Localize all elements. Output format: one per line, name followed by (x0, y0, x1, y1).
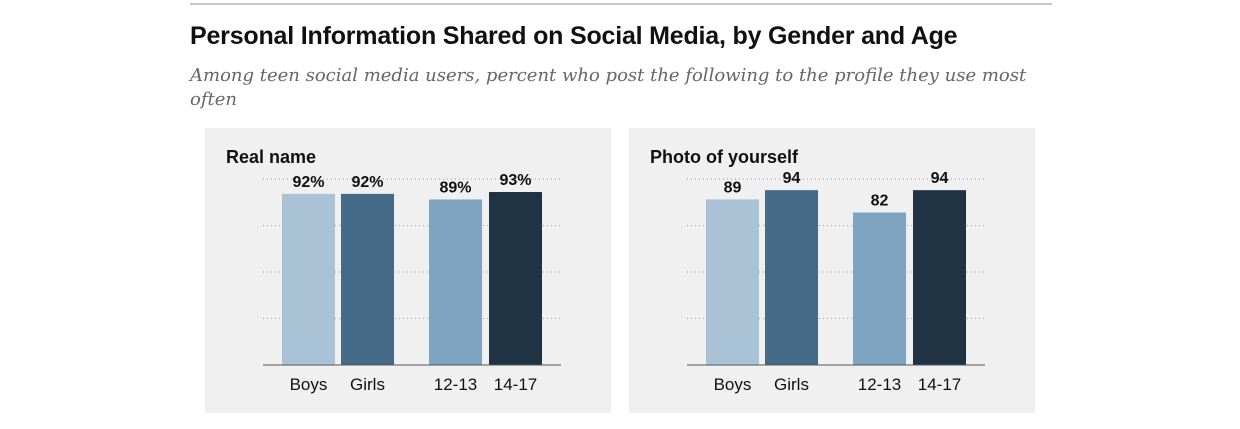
bar-12-13 (429, 199, 482, 365)
category-label: Boys (290, 375, 328, 394)
top-divider (190, 3, 1052, 5)
panel-title: Photo of yourself (650, 147, 799, 167)
data-label: 92% (292, 174, 324, 191)
chart-title: Personal Information Shared on Social Me… (190, 22, 958, 50)
bar-chart-real-name: Real name 92% Boys 92% Girls 89% 12-13 93% 14-17 (226, 147, 561, 394)
bar-boys (282, 193, 335, 365)
category-label: 12-13 (858, 375, 901, 394)
data-label: 82 (871, 192, 889, 209)
data-label: 94 (931, 170, 949, 187)
panel-real-name: Real name 92% Boys 92% Girls 89% 12-13 93% 14-17 (205, 128, 611, 413)
data-label: 89 (724, 179, 742, 196)
data-label: 93% (499, 172, 531, 189)
bar-chart-photo-of-yourself: Photo of yourself 89 Boys 94 Girls 82 12-13 94 1… (650, 147, 985, 394)
category-label: 14-17 (918, 375, 961, 394)
category-label: 14-17 (494, 375, 537, 394)
bar-14-17 (913, 190, 966, 365)
category-label: Girls (350, 375, 385, 394)
data-label: 89% (439, 179, 471, 196)
bar-girls (765, 190, 818, 365)
panel-photo-of-yourself: Photo of yourself 89 Boys 94 Girls 82 12-13 94 1… (629, 128, 1035, 413)
category-label: Boys (714, 375, 752, 394)
category-label: Girls (774, 375, 809, 394)
bar-boys (706, 199, 759, 365)
bar-14-17 (489, 192, 542, 365)
chart-subtitle: Among teen social media users, percent w… (190, 65, 1027, 110)
data-label: 94 (783, 170, 801, 187)
category-label: 12-13 (434, 375, 477, 394)
bar-girls (341, 193, 394, 365)
panel-title: Real name (226, 147, 316, 167)
data-label: 92% (351, 174, 383, 191)
bar-12-13 (853, 212, 906, 365)
